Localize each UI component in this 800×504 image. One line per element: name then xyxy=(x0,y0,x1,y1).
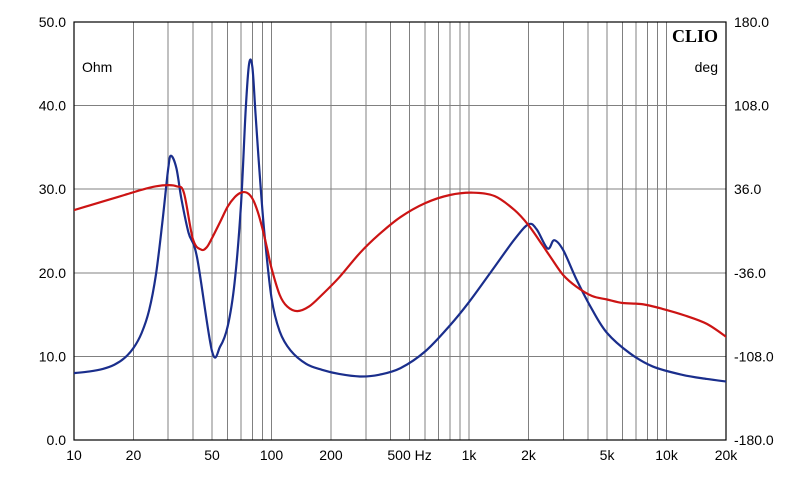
y-right-tick-label: -36.0 xyxy=(734,265,766,281)
y-left-tick-label: 30.0 xyxy=(39,181,66,197)
plot-area xyxy=(74,22,726,440)
impedance-phase-chart: 0.0 10.0 20.0 30.0 40.0 50.0 -180.0 -108.0 -36.0… xyxy=(0,0,800,504)
y-right-unit: deg xyxy=(695,59,718,75)
x-tick-label: 5k xyxy=(600,447,616,463)
x-tick-label: 50 xyxy=(204,447,220,463)
y-left-tick-label: 50.0 xyxy=(39,14,66,30)
x-tick-label: 100 xyxy=(260,447,284,463)
y-left-tick-label: 10.0 xyxy=(39,348,66,364)
x-tick-label: 1k xyxy=(462,447,478,463)
y-left-tick-label: 20.0 xyxy=(39,265,66,281)
x-tick-label: 10k xyxy=(655,447,679,463)
brand-label: CLIO xyxy=(672,26,718,46)
x-tick-label: 10 xyxy=(66,447,82,463)
y-left-tick-label: 40.0 xyxy=(39,98,66,114)
y-left-tick-label: 0.0 xyxy=(47,432,67,448)
x-tick-label: 500 Hz xyxy=(387,447,431,463)
y-right-tick-label: 108.0 xyxy=(734,98,769,114)
y-right-tick-label: -180.0 xyxy=(734,432,774,448)
y-right-tick-label: 180.0 xyxy=(734,14,769,30)
x-tick-label: 200 xyxy=(319,447,343,463)
y-left-unit: Ohm xyxy=(82,59,112,75)
y-right-tick-label: 36.0 xyxy=(734,181,761,197)
y-right-tick-label: -108.0 xyxy=(734,348,774,364)
x-tick-label: 20k xyxy=(715,447,739,463)
x-tick-label: 20 xyxy=(126,447,142,463)
x-tick-label: 2k xyxy=(521,447,537,463)
